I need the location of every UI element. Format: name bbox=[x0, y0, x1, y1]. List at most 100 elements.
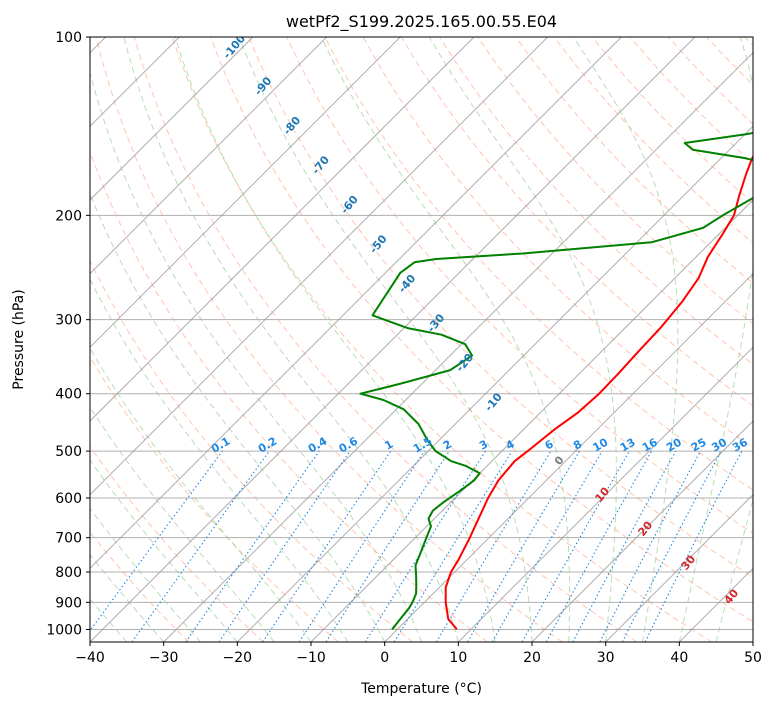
y-axis: 1000 900 800 700 600 500 400 300 200 100 bbox=[46, 30, 90, 638]
mixing-ratio-label: 25 bbox=[689, 436, 709, 455]
mixing-ratio-line bbox=[393, 450, 513, 642]
y-tick-label: 500 bbox=[55, 444, 82, 460]
dry-adiabat-label: 0 bbox=[552, 453, 567, 467]
chart-title: wetPf2_S199.2025.165.00.55.E04 bbox=[286, 12, 557, 32]
isotherm-line bbox=[90, 37, 696, 642]
y-tick-label: 400 bbox=[55, 387, 82, 403]
dry-adiabat-label: 30 bbox=[678, 552, 698, 572]
skewed-isotherms bbox=[90, 37, 753, 642]
mixing-ratio-label: 0.4 bbox=[306, 434, 330, 455]
dry-adiabat-line bbox=[210, 37, 753, 623]
moist-adiabat-line bbox=[715, 497, 753, 642]
isotherm-line bbox=[310, 199, 753, 642]
isotherm-line bbox=[90, 37, 549, 496]
mixing-ratio-line bbox=[90, 450, 223, 632]
moist-adiabat-line bbox=[238, 37, 533, 642]
dry-adiabat-line bbox=[744, 37, 753, 47]
isotherm-line bbox=[90, 37, 328, 275]
moist-adiabats bbox=[90, 37, 753, 642]
mixing-ratio-line bbox=[435, 450, 552, 642]
mixing-ratio-line bbox=[467, 450, 580, 642]
mixing-ratio-line bbox=[185, 450, 320, 642]
mixing-ratio-line bbox=[325, 450, 450, 642]
dry-adiabat-label: 10 bbox=[592, 484, 612, 504]
x-tick-label: 30 bbox=[597, 650, 615, 666]
x-tick-label: 0 bbox=[380, 650, 389, 666]
dry-adiabat-line bbox=[286, 37, 753, 534]
dry-adiabat-line bbox=[90, 531, 190, 642]
moist-adiabat-line bbox=[90, 70, 422, 642]
dry-adiabat-label: -50 bbox=[367, 232, 390, 256]
moist-adiabat-line bbox=[90, 347, 312, 642]
dry-adiabat-line bbox=[90, 356, 339, 642]
moist-adiabat-line bbox=[90, 459, 238, 642]
moist-adiabat-line bbox=[90, 192, 386, 642]
isotherm-line bbox=[90, 37, 475, 422]
dry-adiabat-label: -100 bbox=[220, 32, 248, 62]
moist-adiabat-line bbox=[572, 37, 679, 642]
mixing-ratio-line bbox=[218, 450, 351, 642]
isotherm-line bbox=[752, 641, 753, 642]
dry-adiabat-label: -60 bbox=[338, 193, 361, 217]
moist-adiabat-line bbox=[678, 37, 753, 642]
isotherm-line bbox=[90, 37, 622, 570]
mixing-ratio-label: 16 bbox=[640, 435, 660, 454]
isotherm-line bbox=[384, 272, 753, 642]
y-axis-label: Pressure (hPa) bbox=[11, 289, 27, 389]
dry-adiabat-line bbox=[248, 37, 753, 578]
mixing-ratio-line bbox=[545, 450, 653, 642]
mixing-ratio-line bbox=[599, 450, 701, 642]
dry-adiabat-line bbox=[90, 150, 488, 642]
mixing-ratio-label: 1.5 bbox=[411, 435, 434, 456]
isotherm-line bbox=[678, 567, 753, 642]
x-tick-label: 10 bbox=[449, 650, 467, 666]
isotherm-line bbox=[531, 420, 753, 642]
moist-adiabat-line bbox=[90, 406, 275, 642]
mixing-ratio-lines bbox=[90, 450, 743, 642]
dry-adiabat-line bbox=[171, 37, 712, 642]
isotherm-line bbox=[605, 493, 753, 642]
series-line bbox=[359, 131, 753, 631]
moist-adiabat-line bbox=[320, 37, 571, 642]
x-tick-label: 50 bbox=[744, 650, 762, 666]
x-tick-label: −10 bbox=[296, 650, 326, 666]
y-tick-label: 600 bbox=[55, 491, 82, 507]
mixing-ratio-line bbox=[572, 450, 677, 642]
dry-adiabat-label: -70 bbox=[309, 153, 332, 177]
isotherm-line bbox=[236, 125, 753, 642]
dry-adiabat-line bbox=[90, 445, 264, 642]
dry-adiabat-label: -90 bbox=[252, 74, 275, 98]
mixing-ratio-line bbox=[262, 450, 392, 642]
mixing-ratio-label: 36 bbox=[730, 435, 750, 454]
dry-adiabat-line bbox=[515, 37, 753, 284]
mixing-ratio-line bbox=[131, 450, 270, 642]
mixing-ratio-label: 0.1 bbox=[209, 435, 232, 456]
mixing-ratio-label: 30 bbox=[709, 435, 729, 454]
dry-adiabat-line bbox=[591, 37, 753, 204]
dry-adiabat-line bbox=[90, 259, 414, 642]
moist-adiabat-line bbox=[90, 278, 349, 642]
x-tick-label: −40 bbox=[75, 650, 105, 666]
dry-adiabat-label: -20 bbox=[453, 351, 476, 375]
moist-adiabat-line bbox=[428, 37, 617, 642]
y-tick-label: 700 bbox=[55, 531, 82, 547]
dry-adiabat-line bbox=[133, 37, 638, 642]
x-axis-label: Temperature (°C) bbox=[360, 681, 482, 697]
dry-adiabat-line bbox=[668, 37, 753, 125]
moist-adiabat-line bbox=[174, 37, 496, 642]
x-tick-label: 20 bbox=[523, 650, 541, 666]
isotherm-line bbox=[90, 37, 254, 201]
dry-adiabat-line bbox=[706, 37, 753, 86]
dry-adiabat-line bbox=[553, 37, 753, 244]
dry-adiabats bbox=[90, 37, 753, 642]
mixing-ratio-label: 10 bbox=[590, 435, 610, 454]
mixing-ratio-line bbox=[644, 450, 743, 642]
plot-area: 0.1 0.2 0.4 0.6 1 1.5 2 3 4 6 8 10 13 16 20 25 30 36-100-… bbox=[90, 32, 753, 642]
plot-frame bbox=[89, 36, 754, 643]
series-line bbox=[444, 154, 753, 631]
mixing-ratio-label: 6 bbox=[543, 437, 556, 452]
y-tick-label: 800 bbox=[55, 565, 82, 581]
isotherm-line bbox=[163, 51, 753, 642]
grid-lines bbox=[90, 37, 753, 630]
